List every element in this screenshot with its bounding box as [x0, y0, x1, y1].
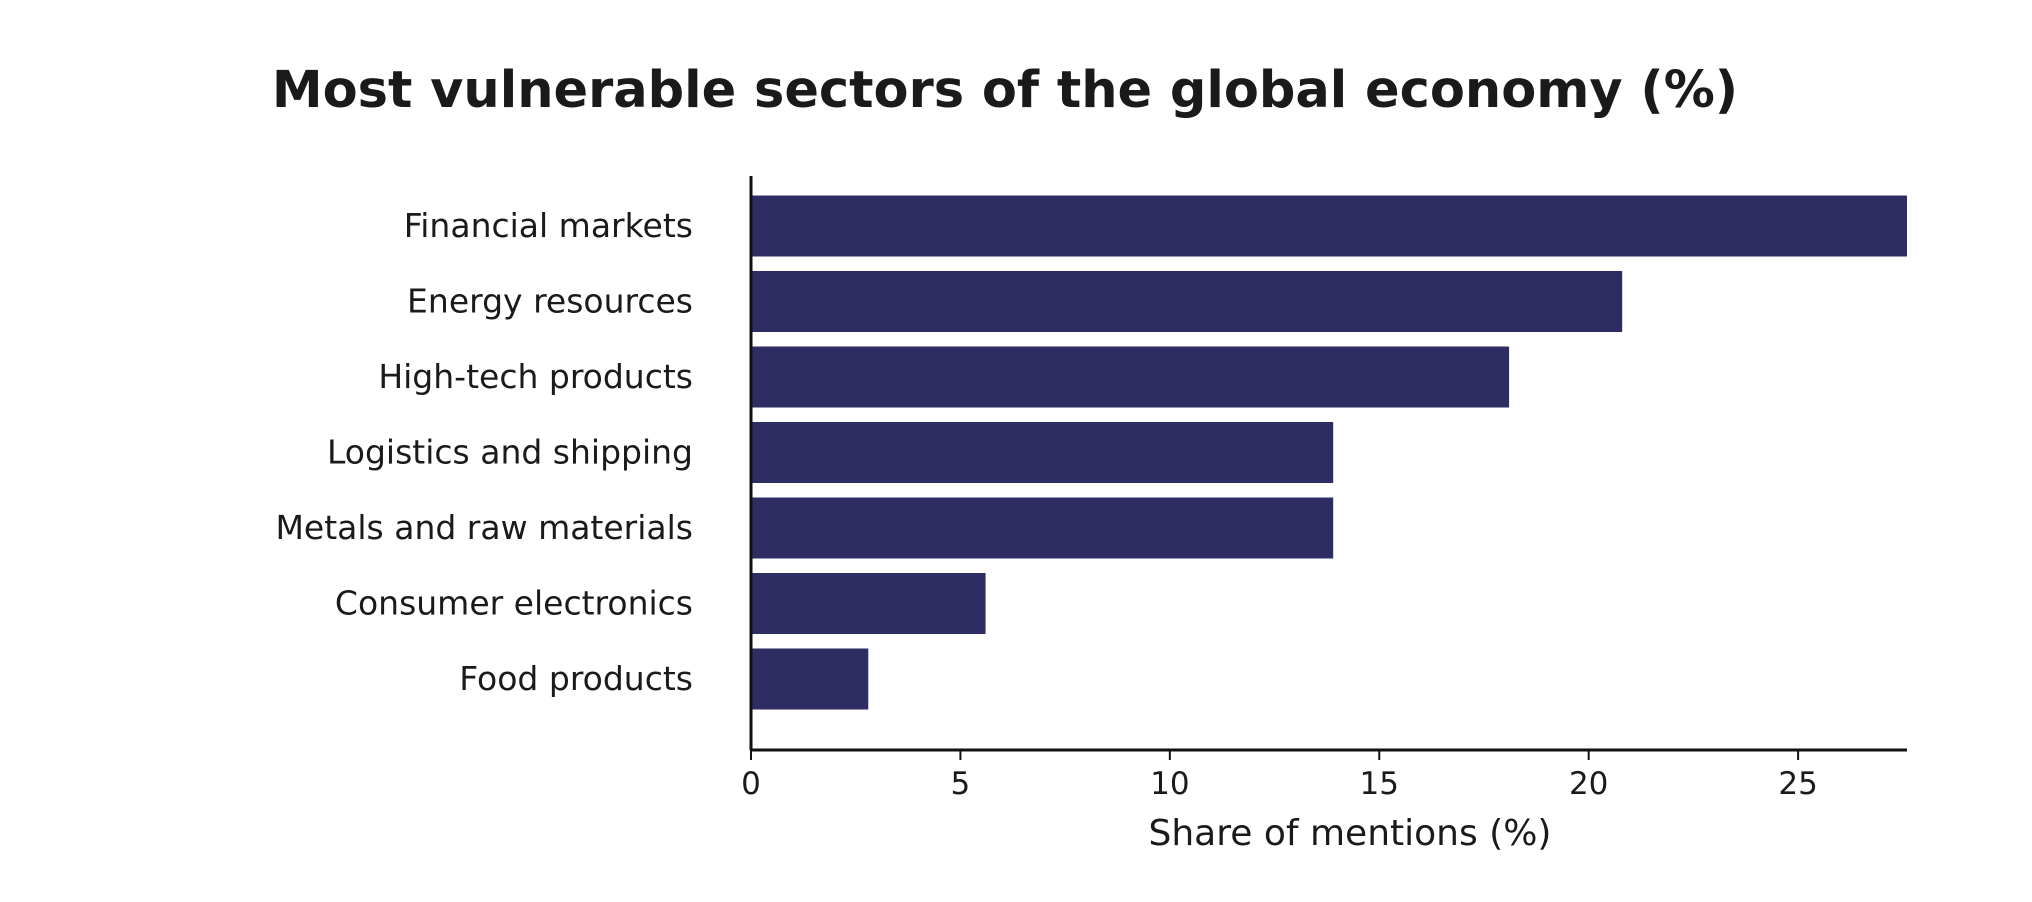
bar: [751, 271, 1623, 332]
bar: [751, 497, 1334, 559]
category-label: Food products: [459, 659, 693, 698]
chart-title: Most vulnerable sectors of the global ec…: [272, 61, 1738, 120]
bars-group: [751, 195, 1907, 710]
category-labels: Financial markets Energy resources High-te…: [275, 206, 693, 698]
bar: [751, 195, 1907, 257]
x-tick-label: 15: [1360, 766, 1399, 802]
x-tick-label: 10: [1150, 766, 1189, 802]
x-tick-label: 20: [1569, 766, 1608, 802]
bar: [751, 422, 1334, 483]
category-label: Energy resources: [407, 282, 693, 321]
category-label: Metals and raw materials: [275, 508, 693, 547]
x-tick-label: 25: [1778, 766, 1817, 802]
x-axis-ticks: 0 5 10 15 20 25: [741, 750, 1818, 802]
category-label: High-tech products: [378, 357, 693, 396]
bar: [751, 573, 986, 634]
bar: [751, 648, 869, 710]
x-axis-title: Share of mentions (%): [1149, 813, 1552, 854]
x-tick-label: 0: [741, 766, 761, 802]
bar: [751, 346, 1510, 408]
x-tick-label: 5: [951, 766, 971, 802]
category-label: Consumer electronics: [335, 584, 693, 623]
category-label: Logistics and shipping: [327, 433, 693, 472]
category-label: Financial markets: [404, 206, 693, 245]
